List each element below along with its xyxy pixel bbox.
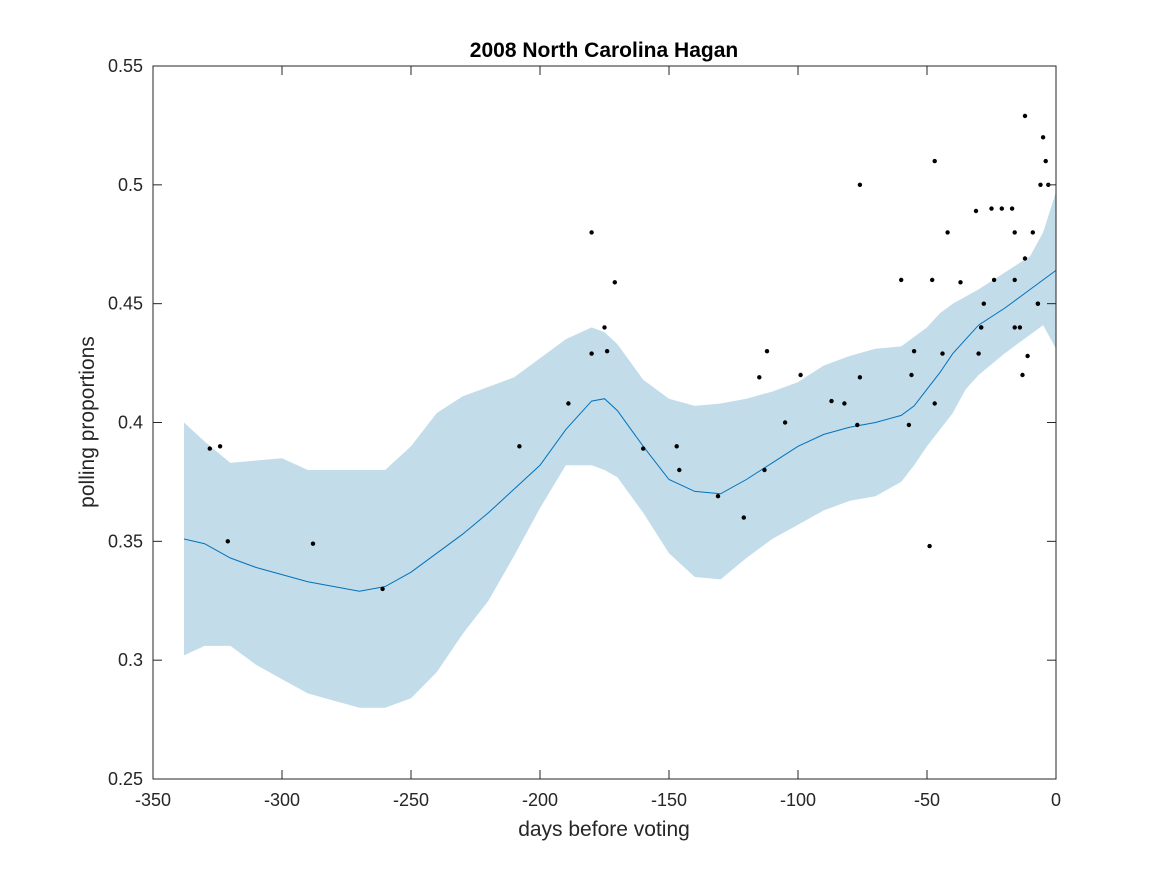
data-point — [798, 372, 803, 378]
data-point — [677, 467, 682, 473]
x-tick-label: 0 — [1051, 790, 1061, 810]
data-point — [757, 375, 762, 380]
data-point — [217, 444, 223, 449]
trend-line-layer — [183, 269, 1057, 592]
y-tick-label: 0.25 — [108, 769, 143, 789]
data-point — [1030, 230, 1036, 235]
data-point — [310, 541, 316, 546]
x-tick-label: -100 — [780, 790, 816, 810]
data-point — [764, 349, 770, 354]
x-tick-label: -150 — [651, 790, 687, 810]
data-point — [976, 351, 981, 356]
data-point — [1022, 113, 1028, 119]
data-point — [589, 351, 594, 356]
data-point — [991, 277, 997, 283]
data-point — [981, 301, 986, 306]
y-tick-label: 0.45 — [108, 294, 143, 314]
data-point — [741, 515, 746, 520]
x-tick-label: -350 — [135, 790, 171, 810]
data-point — [930, 277, 935, 283]
y-tick-label: 0.3 — [118, 650, 143, 670]
chart-title: 2008 North Carolina Hagan — [470, 39, 738, 62]
data-point — [602, 325, 607, 330]
data-point — [207, 446, 212, 451]
y-tick-label: 0.55 — [108, 56, 143, 76]
y-tick-label: 0.35 — [108, 531, 143, 551]
data-point — [932, 401, 937, 406]
data-point — [1025, 353, 1030, 359]
y-tick-label: 0.4 — [118, 413, 143, 433]
data-point — [999, 206, 1004, 211]
data-point — [911, 349, 917, 354]
data-point — [1035, 301, 1041, 306]
x-axis-label: days before voting — [518, 818, 690, 841]
data-point — [612, 280, 617, 285]
y-axis-label: polling proportions — [76, 336, 99, 508]
data-point — [940, 351, 945, 356]
x-tick-label: -300 — [264, 790, 300, 810]
data-point — [1020, 372, 1025, 378]
data-point — [927, 543, 932, 549]
data-point — [899, 277, 904, 283]
x-axis-ticks: -350 -300 -250 -200 -150 -100 -50 0 — [135, 66, 1061, 810]
confidence-band — [184, 192, 1056, 708]
data-point — [225, 539, 230, 544]
data-point — [906, 422, 912, 428]
data-point — [1012, 277, 1017, 283]
data-point — [932, 158, 937, 164]
data-point — [958, 280, 963, 285]
data-point — [604, 349, 610, 354]
x-tick-label: -250 — [393, 790, 429, 810]
x-tick-label: -200 — [522, 790, 558, 810]
data-point — [909, 372, 914, 378]
data-point — [1017, 325, 1023, 330]
data-point — [829, 398, 834, 404]
data-point — [517, 444, 522, 449]
data-point — [762, 467, 767, 473]
trend-line — [183, 269, 1057, 592]
data-point — [1040, 135, 1046, 140]
data-point — [979, 325, 984, 330]
data-point — [715, 494, 721, 499]
data-point — [641, 446, 646, 451]
data-point — [380, 586, 385, 592]
data-point — [782, 420, 788, 425]
y-tick-label: 0.5 — [118, 175, 143, 195]
data-point — [1043, 158, 1048, 164]
y-axis-ticks: 0.25 0.3 0.35 0.4 0.45 0.5 0.55 — [108, 56, 1056, 789]
data-point — [973, 208, 979, 214]
data-point — [1022, 256, 1028, 261]
data-point — [566, 401, 571, 406]
data-point — [1009, 206, 1015, 211]
data-point — [1038, 182, 1043, 187]
x-tick-label: -50 — [914, 790, 940, 810]
data-point — [842, 401, 847, 406]
data-point — [857, 182, 863, 187]
data-point — [855, 422, 860, 428]
data-point — [1012, 230, 1017, 235]
data-point — [989, 206, 994, 211]
confidence-band-layer — [184, 192, 1056, 708]
data-point — [674, 444, 679, 449]
data-point — [1012, 325, 1017, 330]
data-point — [945, 230, 950, 235]
data-point — [857, 375, 863, 380]
data-points-layer — [207, 113, 1051, 592]
data-point — [589, 230, 594, 235]
